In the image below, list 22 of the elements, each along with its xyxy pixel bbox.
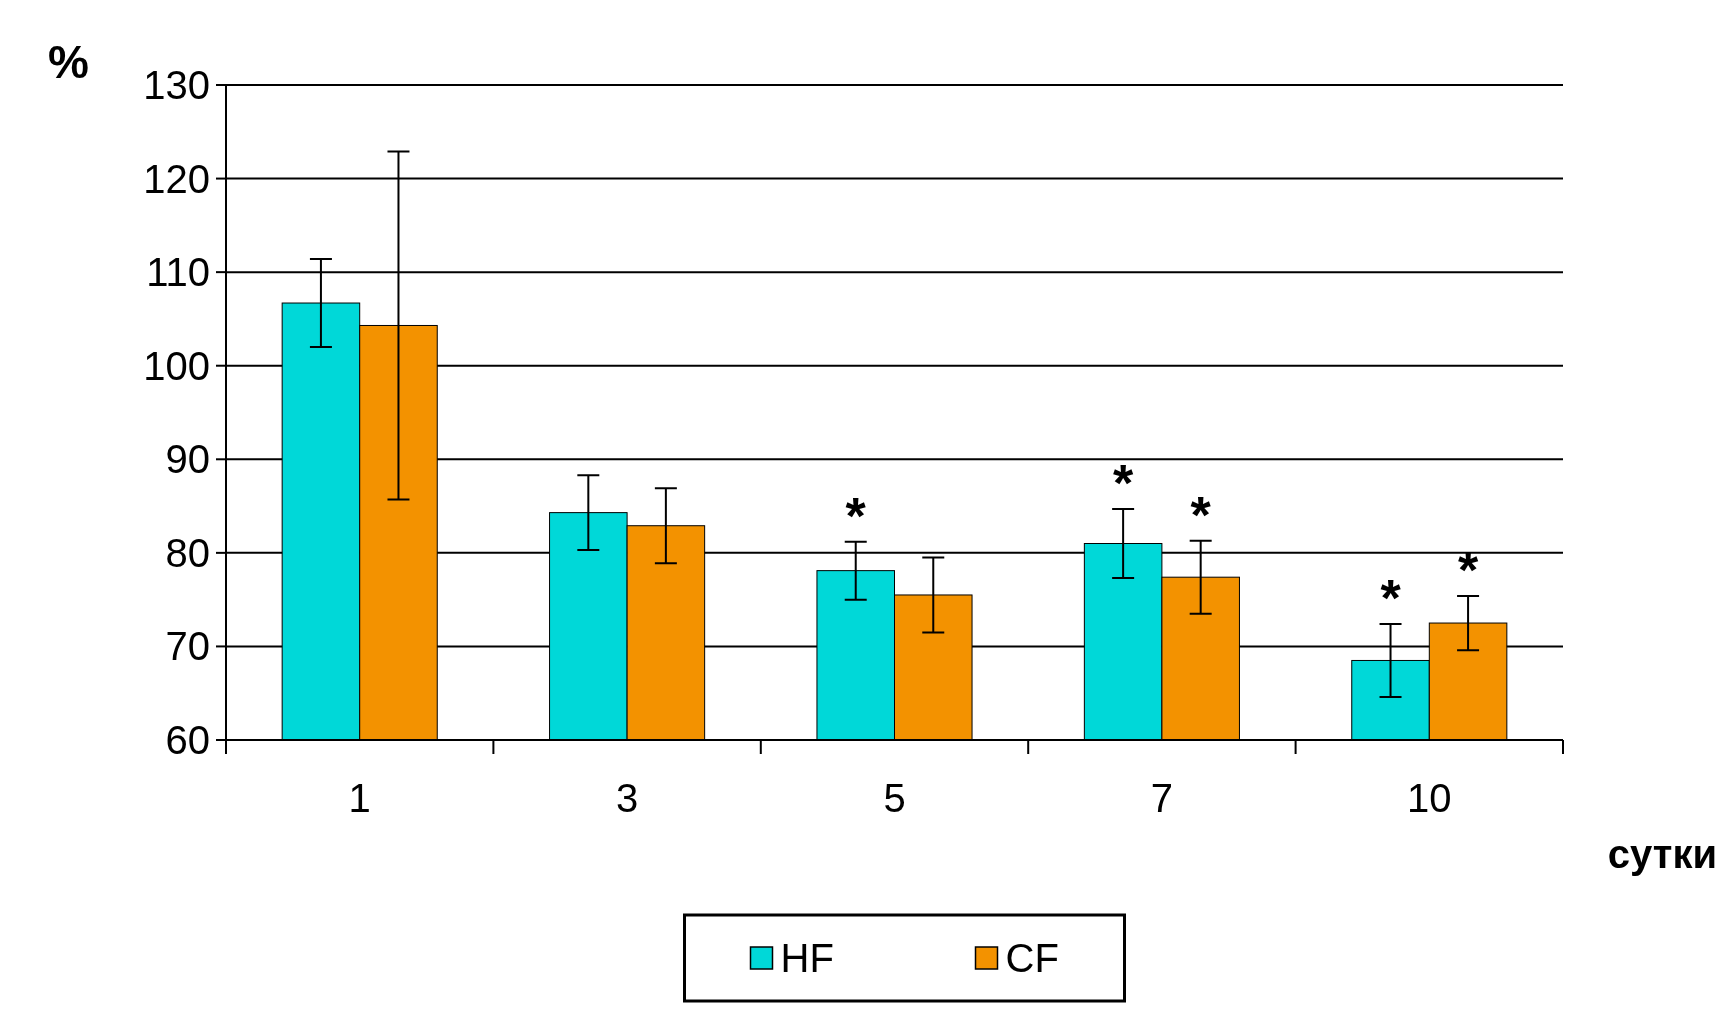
y-axis-title: % [48, 36, 89, 88]
x-tick-label: 1 [348, 776, 371, 820]
legend-label: HF [780, 936, 834, 980]
legend-label: CF [1005, 936, 1059, 980]
y-tick-label: 100 [143, 343, 210, 388]
annotation: * [1113, 453, 1134, 512]
x-tick-label: 7 [1150, 776, 1174, 820]
annotation: * [1380, 568, 1402, 627]
y-tick-label: 70 [165, 624, 210, 669]
annotation: * [845, 486, 867, 545]
annotation: * [1457, 540, 1479, 599]
y-tick-label: 80 [165, 530, 210, 575]
y-tick-label: 130 [143, 63, 210, 107]
x-axis-title: сутки [1607, 832, 1717, 876]
annotation: * [1190, 485, 1212, 544]
y-tick-label: 60 [165, 718, 210, 762]
y-tick-label: 110 [146, 250, 210, 295]
x-tick-label: 10 [1407, 776, 1452, 820]
y-tick-label: 90 [165, 437, 210, 482]
x-tick-label: 3 [615, 776, 639, 820]
y-tick-label: 120 [143, 156, 210, 201]
x-tick-label: 5 [883, 776, 906, 820]
